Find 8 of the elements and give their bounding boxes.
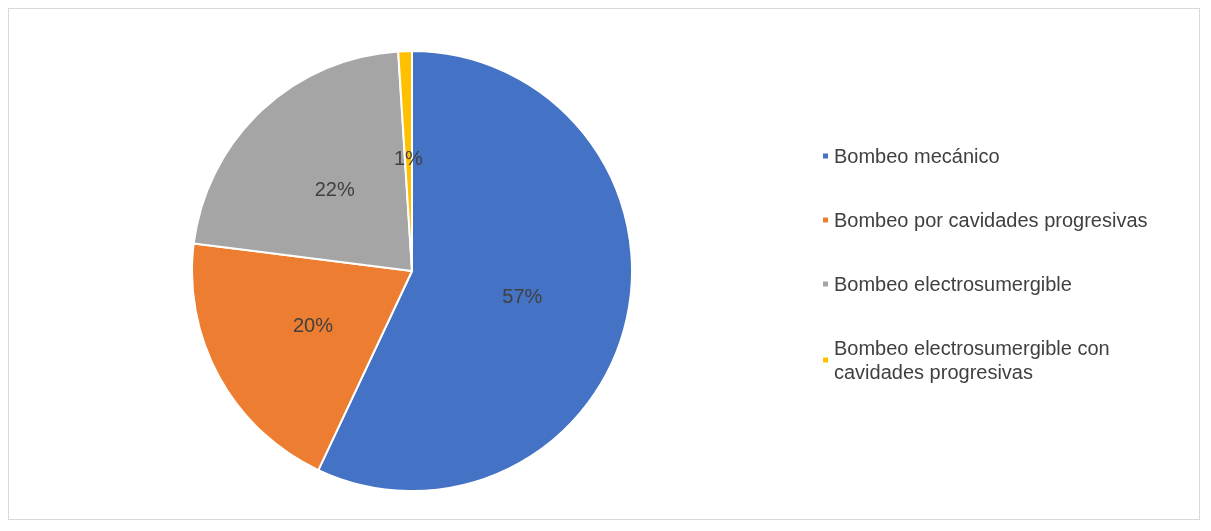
- data-label: 1%: [394, 147, 424, 170]
- data-label: 22%: [314, 177, 355, 200]
- legend-label: Bombeo por cavidades progresivas: [834, 209, 1148, 231]
- data-label: 57%: [502, 284, 543, 307]
- legend-label: Bombeo electrosumergible con cavidades progresivas: [834, 337, 1116, 383]
- legend-label: Bombeo electrosumergible: [834, 273, 1072, 295]
- data-label: 20%: [292, 314, 334, 337]
- legend-label: Bombeo mecánico: [834, 145, 1000, 167]
